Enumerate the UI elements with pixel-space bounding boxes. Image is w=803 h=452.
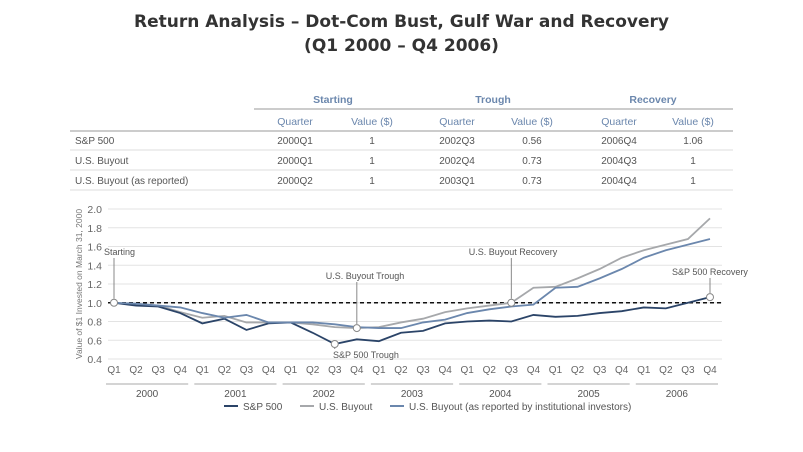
series-line-2 — [113, 238, 711, 329]
table-cell: 2004Q4 — [601, 176, 637, 187]
x-tick-label: Q2 — [129, 365, 143, 376]
x-tick-label: Q2 — [306, 365, 320, 376]
table-cell: 1 — [369, 176, 375, 187]
legend-label: U.S. Buyout (as reported by institutiona… — [409, 402, 631, 413]
series-line-0 — [113, 296, 711, 345]
y-tick-label: 1.4 — [87, 260, 102, 272]
y-tick-label: 1.6 — [87, 242, 102, 254]
table-cell: 0.56 — [522, 136, 542, 147]
x-tick-label: Q4 — [615, 365, 629, 376]
x-tick-label: Q1 — [284, 365, 298, 376]
table-subheader: Value ($) — [351, 116, 393, 128]
year-label: 2005 — [577, 389, 600, 400]
table-cell: 1 — [369, 156, 375, 167]
table-cell: 2000Q2 — [277, 176, 313, 187]
x-tick-label: Q2 — [659, 365, 673, 376]
year-label: 2004 — [489, 389, 512, 400]
annotation-label: S&P 500 Recovery — [672, 267, 748, 277]
table-cell: 2003Q1 — [439, 176, 475, 187]
x-tick-label: Q2 — [394, 365, 408, 376]
x-tick-label: Q3 — [151, 365, 165, 376]
year-label: 2000 — [136, 389, 159, 400]
chart-title: Return Analysis – Dot-Com Bust, Gulf War… — [134, 12, 669, 32]
legend-label: S&P 500 — [243, 402, 283, 413]
x-tick-label: Q3 — [505, 365, 519, 376]
table-group-header: Starting — [313, 94, 353, 106]
table-cell: 2004Q3 — [601, 156, 637, 167]
x-tick-label: Q4 — [438, 365, 452, 376]
x-tick-label: Q2 — [218, 365, 232, 376]
table-cell: 1 — [690, 156, 696, 167]
x-tick-label: Q3 — [681, 365, 695, 376]
x-tick-label: Q1 — [637, 365, 651, 376]
x-tick-label: Q1 — [549, 365, 563, 376]
table-cell: 1.06 — [683, 136, 703, 147]
table-cell: 2000Q1 — [277, 136, 313, 147]
x-tick-label: Q2 — [483, 365, 497, 376]
annotation-label: S&P 500 Trough — [333, 350, 399, 360]
table-subheader: Quarter — [277, 116, 313, 128]
table-group-header: Recovery — [629, 94, 676, 106]
table-subheader: Value ($) — [511, 116, 553, 128]
year-label: 2002 — [313, 389, 336, 400]
table-cell: 2002Q4 — [439, 156, 475, 167]
y-tick-label: 1.0 — [87, 298, 102, 310]
x-tick-label: Q3 — [328, 365, 342, 376]
annotation-marker — [110, 298, 118, 307]
table-subheader: Value ($) — [672, 116, 714, 128]
y-tick-label: 0.6 — [87, 335, 102, 347]
x-tick-label: Q3 — [240, 365, 254, 376]
annotation-marker — [706, 293, 714, 302]
table-cell: 2002Q3 — [439, 136, 475, 147]
table-cell: 1 — [369, 136, 375, 147]
x-tick-label: Q4 — [262, 365, 276, 376]
annotation-marker — [330, 340, 339, 348]
y-axis-label: Value of $1 Invested on March 31, 2000 — [74, 209, 84, 359]
series-line-1 — [113, 217, 711, 329]
table-cell: 2006Q4 — [601, 136, 637, 147]
y-tick-label: 1.8 — [87, 223, 102, 235]
annotation-marker — [507, 298, 516, 307]
x-tick-label: Q1 — [461, 365, 475, 376]
x-tick-label: Q1 — [107, 365, 121, 376]
x-tick-label: Q4 — [174, 365, 188, 376]
annotation-label: U.S. Buyout Trough — [326, 271, 405, 281]
x-tick-label: Q4 — [350, 365, 364, 376]
annotation-label: U.S. Buyout Recovery — [469, 247, 558, 257]
table-cell: 0.73 — [522, 176, 542, 187]
annotation-marker — [352, 324, 361, 333]
year-label: 2003 — [401, 389, 424, 400]
table-group-header: Trough — [475, 94, 511, 106]
table-subheader: Quarter — [439, 116, 475, 128]
year-label: 2006 — [666, 389, 689, 400]
x-tick-label: Q2 — [571, 365, 585, 376]
table-cell: 2000Q1 — [277, 156, 313, 167]
y-tick-label: 1.2 — [87, 279, 102, 291]
x-tick-label: Q4 — [527, 365, 541, 376]
chart-subtitle: (Q1 2000 – Q4 2006) — [304, 36, 499, 56]
y-tick-label: 2.0 — [87, 204, 102, 216]
table-row-name: U.S. Buyout — [75, 156, 129, 167]
x-tick-label: Q3 — [416, 365, 430, 376]
table-cell: 1 — [690, 176, 696, 187]
y-tick-label: 0.4 — [87, 354, 102, 366]
legend-label: U.S. Buyout — [319, 402, 373, 413]
table-cell: 0.73 — [522, 156, 542, 167]
x-tick-label: Q1 — [372, 365, 386, 376]
annotation-label: Starting — [104, 247, 135, 257]
table-row-name: U.S. Buyout (as reported) — [75, 176, 188, 187]
y-tick-label: 0.8 — [87, 317, 102, 329]
year-label: 2001 — [224, 389, 247, 400]
x-tick-label: Q1 — [196, 365, 210, 376]
table-row-name: S&P 500 — [75, 136, 115, 147]
x-tick-label: Q3 — [593, 365, 607, 376]
x-tick-label: Q4 — [703, 365, 717, 376]
table-subheader: Quarter — [601, 116, 637, 128]
